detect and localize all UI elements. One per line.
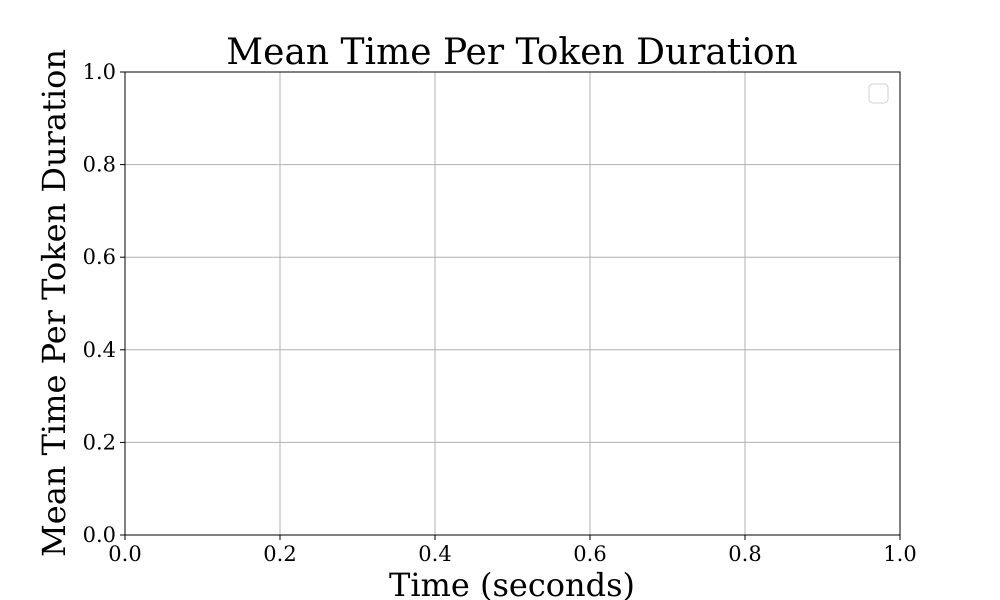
x-tick-label: 0.6 [573,542,606,566]
y-axis-label: Mean Time Per Token Duration [35,49,73,557]
y-tick-label: 0.0 [83,523,116,547]
y-tick-label: 0.2 [83,430,116,454]
y-tick-label: 0.6 [83,245,116,269]
y-tick-label: 0.8 [83,153,116,177]
x-axis-label: Time (seconds) [389,566,635,600]
plot-area [124,71,901,536]
legend [868,83,889,104]
y-axis: 0.0 0.2 0.4 0.6 0.8 1.0 [83,60,125,547]
x-axis: 0.0 0.2 0.4 0.6 0.8 1.0 [108,535,917,566]
y-tick-label: 1.0 [83,60,116,84]
grid [124,71,901,536]
legend-box [868,83,889,104]
x-tick-label: 0.8 [728,542,761,566]
x-tick-label: 0.2 [263,542,296,566]
x-tick-label: 0.4 [418,542,451,566]
x-tick-label: 0.0 [108,542,141,566]
chart-title: Mean Time Per Token Duration [226,32,797,73]
x-tick-label: 1.0 [883,542,916,566]
y-tick-label: 0.4 [83,338,116,362]
